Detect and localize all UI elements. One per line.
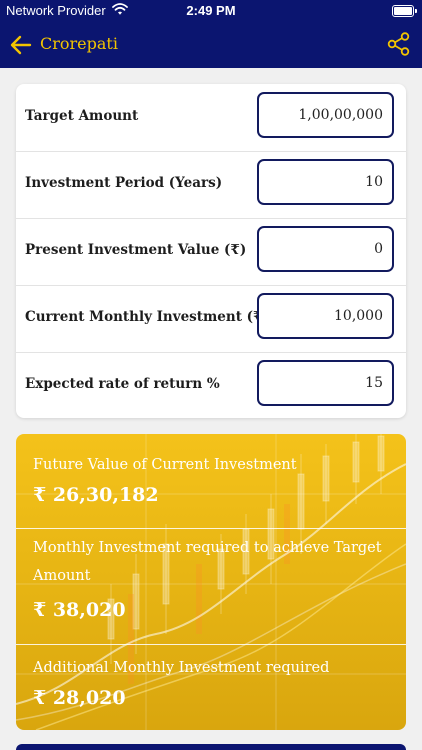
investment-period-row: Investment Period (Years) 10 <box>16 151 406 219</box>
status-bar: Network Provider 2:49 PM <box>0 0 422 22</box>
required-monthly-label: Monthly Investment required to achieve T… <box>33 540 382 584</box>
return-rate-label: Expected rate of return % <box>25 376 220 392</box>
monthly-investment-input[interactable]: 10,000 <box>257 293 394 339</box>
investment-form-card: Target Amount 1,00,00,000 Investment Per… <box>16 84 406 418</box>
return-rate-row: Expected rate of return % 15 <box>16 352 406 419</box>
target-amount-input[interactable]: 1,00,00,000 <box>257 92 394 138</box>
present-investment-input[interactable]: 0 <box>257 226 394 272</box>
carrier-name: Network Provider <box>6 3 106 18</box>
monthly-investment-label: Current Monthly Investment (₹) <box>25 309 269 325</box>
target-amount-label: Target Amount <box>25 108 139 124</box>
back-arrow-icon[interactable] <box>8 32 34 58</box>
app-bar: Crorepati <box>0 22 422 68</box>
target-amount-row: Target Amount 1,00,00,000 <box>16 84 406 152</box>
additional-monthly-row: Additional Monthly Investment required ₹… <box>16 645 406 730</box>
future-value-label: Future Value of Current Investment <box>33 457 297 473</box>
investment-period-input[interactable]: 10 <box>257 159 394 205</box>
required-monthly-amount: ₹ 38,020 <box>33 599 126 621</box>
present-investment-label: Present Investment Value (₹) <box>25 242 247 258</box>
additional-monthly-label: Additional Monthly Investment required <box>33 660 330 676</box>
monthly-investment-row: Current Monthly Investment (₹) 10,000 <box>16 285 406 353</box>
present-investment-row: Present Investment Value (₹) 0 <box>16 218 406 286</box>
additional-monthly-amount: ₹ 28,020 <box>33 687 126 709</box>
battery-icon <box>392 5 417 17</box>
bottom-panel-edge <box>16 744 406 750</box>
results-card: Future Value of Current Investment ₹ 26,… <box>16 434 406 730</box>
investment-period-label: Investment Period (Years) <box>25 175 223 191</box>
future-value-amount: ₹ 26,30,182 <box>33 484 159 506</box>
required-monthly-row: Monthly Investment required to achieve T… <box>16 529 406 645</box>
status-time: 2:49 PM <box>186 3 236 18</box>
wifi-icon <box>112 2 128 19</box>
return-rate-input[interactable]: 15 <box>257 360 394 406</box>
page-title: Crorepati <box>40 34 118 53</box>
future-value-row: Future Value of Current Investment ₹ 26,… <box>16 434 406 529</box>
share-icon[interactable] <box>386 31 412 57</box>
stock-chart-background <box>16 434 406 730</box>
